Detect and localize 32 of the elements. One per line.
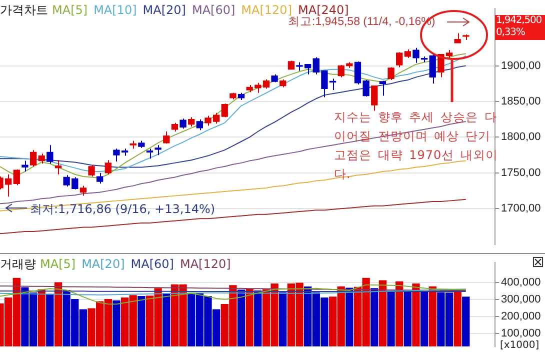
series-label: MA[60]	[130, 257, 174, 271]
y-tick-label: 300,000	[501, 293, 541, 306]
text: MA[120]	[241, 3, 292, 17]
candlestick	[412, 47, 420, 64]
text: [x1000]	[500, 340, 540, 351]
text: 1,942,500	[496, 15, 542, 27]
series-label: MA[120]	[180, 257, 231, 271]
y-tick-label: 1900,00	[501, 60, 541, 72]
candlestick	[388, 66, 394, 81]
candlestick	[462, 34, 470, 41]
y-tick-label: 1700,00	[501, 202, 541, 215]
y-tick-label: 1850,00	[501, 96, 541, 108]
candlestick	[271, 74, 278, 83]
text: MA[240]	[298, 3, 349, 17]
y-tick-label: 400,000	[501, 276, 541, 288]
text: MA[5]	[52, 3, 88, 17]
y-tick-label: 1800,00	[501, 131, 541, 144]
y-tick-label: 200,000	[501, 310, 541, 323]
chart-title: 거래량	[0, 257, 36, 271]
y-tick-label: 1750,00	[501, 166, 541, 179]
text: MA[10]	[94, 3, 137, 17]
candlestick	[88, 164, 95, 178]
candlestick	[138, 140, 145, 148]
chart-title: 가격차트	[0, 3, 48, 17]
text: MA[60]	[192, 3, 236, 17]
series-label: MA[5]	[40, 257, 76, 271]
candlestick	[180, 118, 186, 130]
y-tick-label: 100,000	[501, 328, 541, 340]
annotation: 최저:1,716,86 (9/16, +13,14%)	[30, 201, 216, 218]
text: MA[20]	[142, 3, 186, 17]
series-label: MA[20]	[82, 257, 125, 271]
text: 0,33%	[496, 27, 526, 39]
